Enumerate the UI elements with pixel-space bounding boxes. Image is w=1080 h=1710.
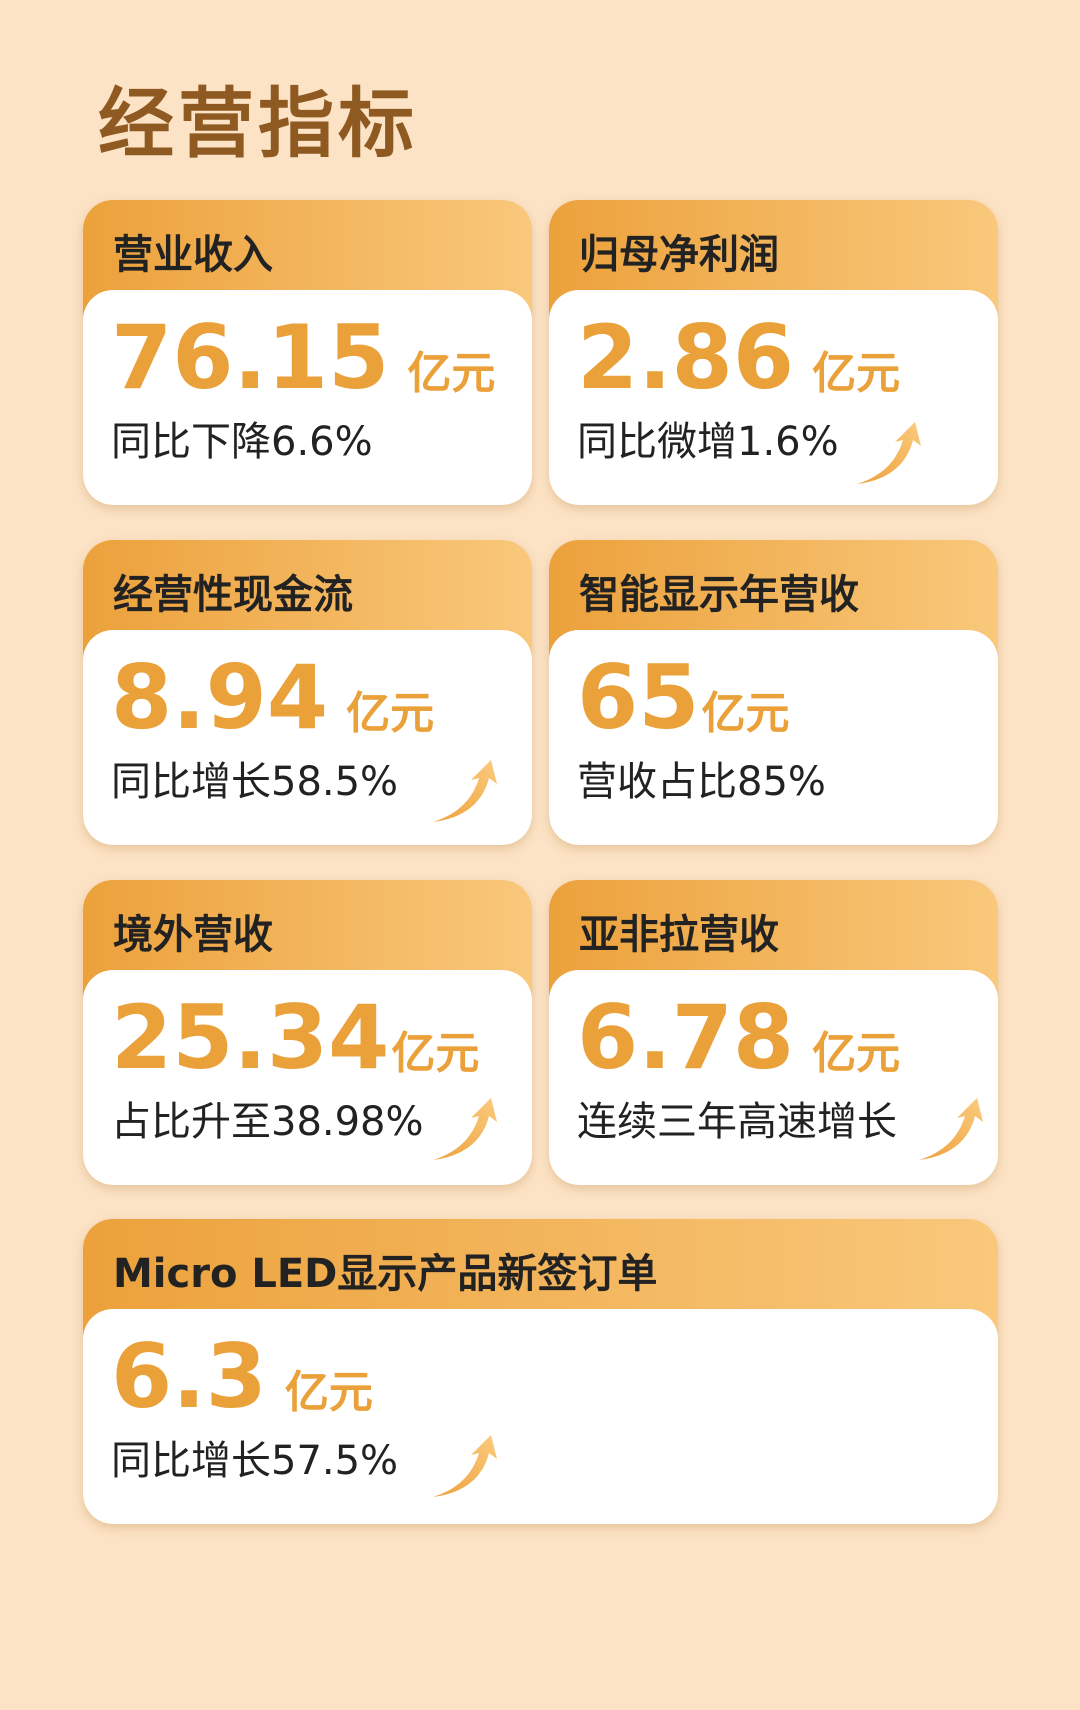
metric-card-smart-display: 智能显示年营收 65 亿元 营收占比85% — [549, 540, 998, 845]
card-unit: 亿元 — [812, 1028, 901, 1079]
metric-card-operating-cash-flow: 经营性现金流 8.94 亿元 同比增长58.5% — [83, 540, 532, 845]
card-value: 8.94 — [111, 646, 329, 749]
card-label: 经营性现金流 — [113, 572, 353, 618]
metric-card-asia-africa-latam: 亚非拉营收 6.78 亿元 连续三年高速增长 — [549, 880, 998, 1185]
metric-card-revenue: 营业收入 76.15 亿元 同比下降6.6% — [83, 200, 532, 505]
card-note: 营收占比85% — [577, 759, 826, 805]
up-arrow-icon — [431, 1433, 501, 1499]
card-value: 2.86 — [577, 306, 795, 409]
card-unit: 亿元 — [346, 688, 435, 739]
card-value: 25.34 — [111, 986, 390, 1089]
up-arrow-icon — [431, 1096, 501, 1162]
card-note: 占比升至38.98% — [111, 1099, 424, 1145]
card-label: 营业收入 — [113, 232, 273, 278]
card-value: 76.15 — [111, 306, 390, 409]
metric-card-overseas-revenue: 境外营收 25.34 亿元 占比升至38.98% — [83, 880, 532, 1185]
card-note: 同比增长58.5% — [111, 759, 399, 805]
card-note: 同比下降6.6% — [111, 419, 373, 465]
card-label: 境外营收 — [113, 912, 273, 958]
page-title: 经营指标 — [98, 79, 418, 168]
card-unit: 亿元 — [812, 348, 901, 399]
card-value: 6.78 — [577, 986, 795, 1089]
card-value: 6.3 — [111, 1325, 267, 1428]
card-unit: 亿元 — [701, 688, 790, 739]
card-note: 连续三年高速增长 — [577, 1099, 897, 1145]
card-unit: 亿元 — [407, 348, 496, 399]
card-label: Micro LED显示产品新签订单 — [113, 1251, 658, 1297]
up-arrow-icon — [431, 758, 501, 824]
card-value: 65 — [577, 646, 700, 749]
metric-card-net-profit: 归母净利润 2.86 亿元 同比微增1.6% — [549, 200, 998, 505]
card-label: 亚非拉营收 — [579, 912, 779, 958]
card-unit: 亿元 — [391, 1028, 480, 1079]
card-label: 智能显示年营收 — [579, 572, 859, 618]
card-unit: 亿元 — [284, 1367, 373, 1418]
card-note: 同比增长57.5% — [111, 1438, 399, 1484]
metric-card-micro-led: Micro LED显示产品新签订单 6.3 亿元 同比增长57.5% — [83, 1219, 998, 1524]
up-arrow-icon — [917, 1096, 987, 1162]
card-label: 归母净利润 — [579, 232, 779, 278]
card-note: 同比微增1.6% — [577, 419, 839, 465]
up-arrow-icon — [855, 420, 925, 486]
